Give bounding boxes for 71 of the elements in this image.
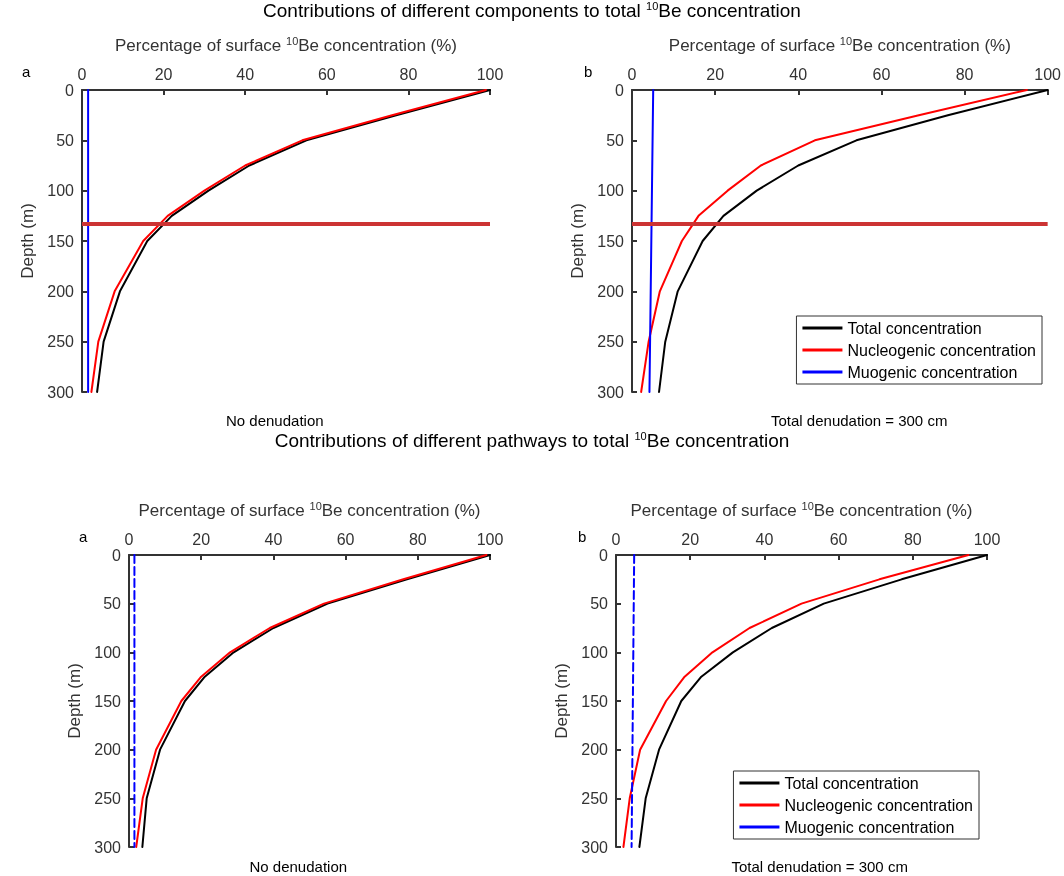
y-tick-label: 50 [56,131,75,149]
y-tick-label: 150 [94,692,122,710]
x-tick-label: 80 [903,530,922,548]
y-tick-label: 50 [103,595,122,613]
y-tick-label: 150 [581,692,609,710]
x-tick-label: 60 [872,65,891,83]
x-tick-label: 60 [317,65,336,83]
legend-label: Nucleogenic concentration [847,341,1036,359]
text: No denudation [226,412,324,429]
text: No denudation [249,858,348,875]
legend-label: Total concentration [847,319,982,337]
x-tick-label: 80 [408,530,427,548]
text: a [22,63,31,80]
x-tick-label: 20 [706,65,725,83]
y-tick-label: 0 [615,81,625,99]
y-tick-label: 50 [606,131,625,149]
y-tick-label: 100 [597,182,625,200]
y-tick-label: 150 [47,232,75,250]
text: a [79,528,88,545]
x-tick-label: 40 [789,65,808,83]
y-axis-title: Depth (m) [552,663,572,739]
y-tick-label: 300 [47,383,75,401]
y-tick-label: 300 [94,838,122,856]
x-tick-label: 80 [399,65,418,83]
text: Contributions of different components to total $^{10}$Be concentration [262,0,802,23]
text: b [584,63,593,80]
y-tick-label: 0 [599,546,609,564]
y-tick-label: 50 [590,595,609,613]
x-tick-label: 60 [336,530,355,548]
legend-label: Muogenic concentration [784,818,955,836]
x-tick-label: 100 [476,530,504,548]
x-tick-label: 20 [192,530,211,548]
y-axis-title: Depth (m) [18,203,38,279]
y-tick-label: 300 [597,383,625,401]
y-axis-title: Depth (m) [568,203,588,279]
text: Contributions of different pathways to total $^{10}$Be concentration [273,430,791,453]
y-tick-label: 250 [94,789,122,807]
y-tick-label: 100 [94,643,122,661]
y-tick-label: 200 [94,741,122,759]
y-tick-label: 0 [112,546,122,564]
y-tick-label: 200 [597,282,625,300]
x-tick-label: 100 [973,530,1001,548]
y-tick-label: 250 [597,333,625,351]
x-tick-label: 20 [681,530,700,548]
legend-label: Muogenic concentration [847,363,1018,381]
x-tick-label: 40 [264,530,283,548]
y-tick-label: 100 [47,182,75,200]
text: Total denudation = 300 cm [771,412,948,429]
x-tick-label: 20 [154,65,173,83]
x-tick-label: 60 [829,530,848,548]
x-tick-label: 40 [236,65,255,83]
x-tick-label: 0 [77,65,87,83]
y-tick-label: 150 [597,232,625,250]
x-tick-label: 0 [627,65,637,83]
y-tick-label: 250 [47,333,75,351]
legend-label: Total concentration [784,774,919,792]
x-tick-label: 0 [124,530,134,548]
y-tick-label: 0 [65,81,75,99]
text: b [578,528,587,545]
legend-label: Nucleogenic concentration [784,796,973,814]
y-tick-label: 200 [47,282,75,300]
text: Total denudation = 300 cm [731,858,908,875]
x-tick-label: 100 [1034,65,1062,83]
x-tick-label: 80 [955,65,974,83]
x-tick-label: 40 [755,530,774,548]
y-tick-label: 100 [581,643,609,661]
x-tick-label: 100 [476,65,504,83]
y-tick-label: 250 [581,789,609,807]
y-axis-title: Depth (m) [65,663,85,739]
y-tick-label: 200 [581,741,609,759]
y-tick-label: 300 [581,838,609,856]
